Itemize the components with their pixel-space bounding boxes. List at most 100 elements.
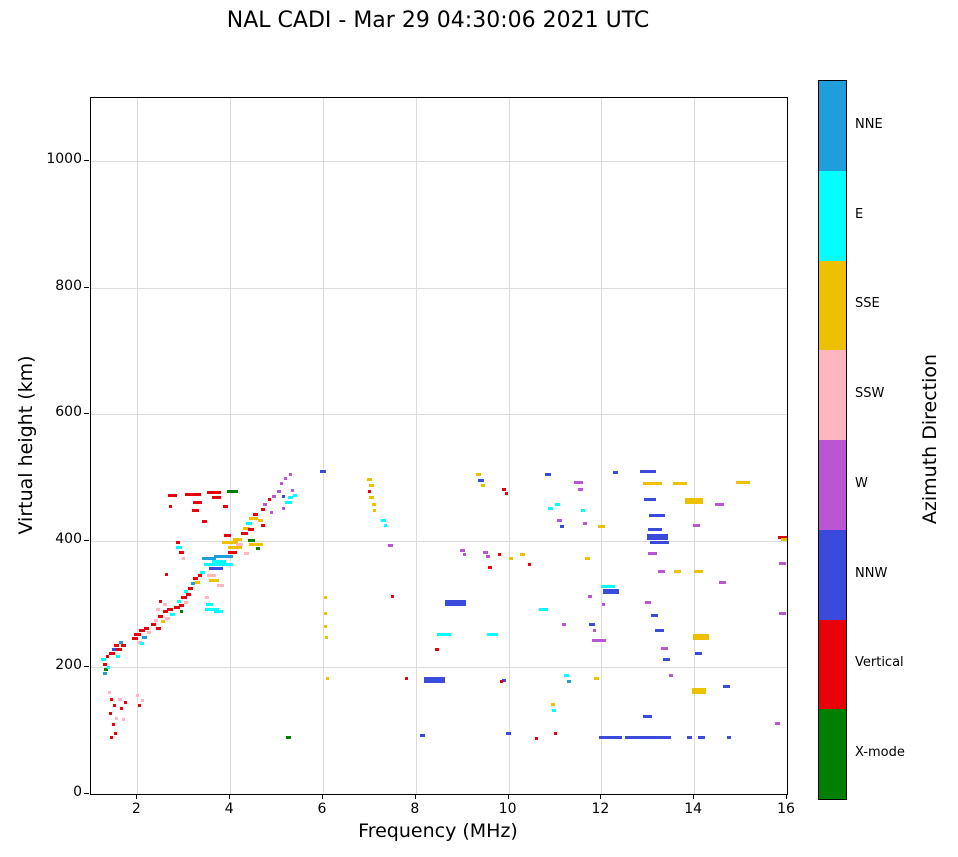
data-point: [323, 612, 327, 616]
y-gridline: [91, 161, 787, 163]
azimuth-colorbar: [818, 80, 847, 800]
colorbar-segment-vertical: [819, 619, 846, 710]
data-point: [227, 550, 238, 554]
data-point: [597, 525, 605, 529]
data-point: [167, 607, 173, 611]
y-tick: [84, 413, 89, 415]
data-point: [179, 550, 184, 554]
data-point: [119, 707, 123, 711]
data-point: [160, 620, 166, 624]
data-point: [282, 506, 286, 510]
data-point: [285, 735, 291, 739]
data-point: [137, 640, 143, 644]
data-point: [534, 736, 538, 740]
data-point: [182, 557, 186, 561]
x-gridline: [508, 98, 510, 794]
data-point: [684, 498, 704, 502]
colorbar-label-nnw: NNW: [855, 565, 888, 581]
data-point: [715, 502, 725, 506]
data-point: [114, 643, 119, 647]
data-point: [217, 583, 225, 587]
data-point: [248, 517, 259, 521]
data-point: [181, 596, 187, 600]
data-point: [602, 602, 606, 606]
x-gridline: [601, 98, 603, 794]
data-point: [660, 646, 668, 650]
colorbar-segment-x-mode: [819, 709, 846, 799]
colorbar-segment-e: [819, 170, 846, 261]
data-point: [207, 574, 217, 578]
data-point: [557, 519, 562, 523]
data-point: [204, 607, 219, 611]
y-tick-label: 600: [55, 404, 82, 421]
y-tick-label: 800: [55, 277, 82, 294]
data-point: [573, 481, 583, 485]
data-point: [555, 502, 560, 506]
data-point: [552, 708, 556, 712]
data-point: [505, 732, 512, 736]
x-tick-label: 8: [410, 801, 420, 817]
data-point: [121, 717, 125, 721]
data-point: [650, 540, 669, 544]
data-point: [567, 679, 571, 683]
x-tick: [600, 794, 602, 799]
data-point: [488, 565, 492, 569]
data-point: [372, 509, 376, 513]
data-point: [501, 678, 507, 682]
data-point: [197, 574, 203, 578]
data-point: [268, 498, 272, 502]
data-point: [188, 586, 194, 590]
data-point: [277, 490, 281, 494]
data-point: [387, 544, 393, 548]
data-point: [193, 577, 198, 581]
data-point: [550, 702, 555, 706]
data-point: [587, 595, 592, 599]
data-point: [103, 672, 107, 676]
data-point: [599, 735, 623, 739]
data-point: [292, 493, 298, 497]
y-tick: [84, 793, 89, 794]
data-point: [174, 605, 180, 609]
data-point: [224, 534, 232, 538]
x-tick: [693, 794, 695, 799]
data-point: [193, 501, 203, 505]
colorbar-label-w: W: [855, 475, 868, 491]
data-point: [548, 506, 553, 510]
data-point: [462, 553, 467, 557]
data-point: [117, 697, 122, 701]
y-gridline: [91, 287, 787, 289]
data-point: [260, 507, 265, 511]
data-point: [103, 667, 108, 671]
y-gridline: [91, 414, 787, 416]
data-point: [226, 490, 239, 494]
data-point: [562, 622, 567, 626]
data-point: [651, 614, 659, 618]
data-point: [108, 711, 112, 715]
data-point: [519, 553, 526, 557]
y-tick-label: 400: [55, 530, 82, 547]
data-point: [135, 694, 139, 698]
data-point: [658, 569, 666, 573]
data-point: [248, 542, 263, 546]
data-point: [162, 610, 168, 614]
data-point: [372, 502, 376, 506]
data-point: [383, 523, 388, 527]
data-point: [723, 684, 731, 688]
data-point: [116, 648, 122, 652]
data-point: [263, 502, 267, 506]
y-gridline: [91, 540, 787, 542]
x-axis-label: Frequency (MHz): [358, 820, 518, 842]
data-point: [179, 610, 184, 614]
data-point: [777, 536, 787, 540]
data-point: [270, 510, 274, 514]
data-point: [245, 521, 252, 525]
data-point: [183, 601, 189, 605]
data-point: [176, 599, 182, 603]
data-point: [646, 534, 668, 538]
data-point: [248, 528, 254, 532]
data-point: [369, 496, 375, 500]
x-tick: [786, 794, 787, 799]
data-point: [564, 673, 569, 677]
y-axis-label: Virtual height (km): [15, 355, 37, 535]
data-point: [538, 607, 549, 611]
